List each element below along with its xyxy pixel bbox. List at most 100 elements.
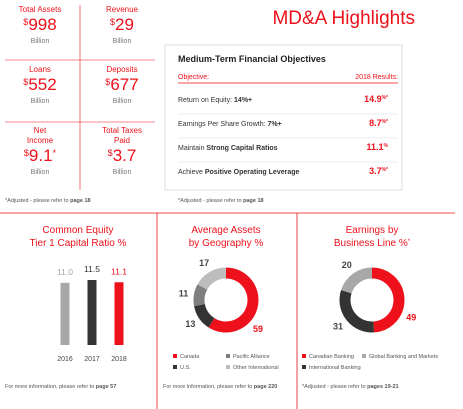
legend-swatch (302, 365, 306, 369)
donut-segment (339, 289, 375, 333)
text-part: 7%+ (268, 121, 282, 128)
metric-label: Paid (114, 136, 130, 145)
donut-segment (197, 267, 227, 290)
text-part: *Adjusted - please refer to (178, 198, 243, 204)
segment-label: 31 (333, 321, 343, 331)
metric-value: $552 (23, 75, 56, 94)
legend-label: International Banking (309, 365, 361, 371)
text-part: 14%+ (234, 97, 252, 104)
text-part: Earnings by (346, 225, 399, 236)
text-part: *Adjusted - please refer to (302, 384, 367, 390)
metric-value: $3.7 (108, 146, 137, 165)
text-part: % (384, 143, 389, 149)
text-part: * (408, 239, 411, 245)
legend-label: Other International (233, 365, 279, 371)
metric-unit: Billion (113, 98, 132, 105)
text-part: $ (23, 17, 28, 27)
legend-label: Pacific Alliance (233, 354, 270, 360)
legend-swatch (173, 365, 177, 369)
text-part: 8.7 (369, 118, 382, 128)
text-part: Return on Equity: (178, 97, 234, 104)
metric-value: $9.1* (24, 146, 57, 165)
metric-unit: Billion (31, 38, 50, 45)
donut-segment (193, 284, 208, 307)
text-part: $ (108, 148, 113, 158)
text-part: $ (110, 17, 115, 27)
metric-label: Deposits (106, 65, 137, 74)
metric-label: Net (34, 126, 47, 135)
text-part: 11.1 (367, 142, 384, 152)
metric-unit: Billion (31, 98, 50, 105)
legend-swatch (302, 354, 306, 358)
metric-value: $998 (23, 15, 56, 34)
donut-segment (194, 303, 215, 328)
text-part: %* (382, 95, 388, 101)
objective-result: 14.9%* (364, 94, 388, 104)
text-part: Strong Capital Ratios (206, 145, 277, 152)
panel-title: Business Line %* (334, 238, 411, 249)
text-part: Earnings Per Share Growth: (178, 121, 268, 128)
legend-label: Global Banking and Markets (369, 354, 438, 360)
bar-label: 11.5 (84, 264, 100, 274)
text-part: 3.7 (113, 146, 137, 165)
metric-value: $29 (110, 15, 134, 34)
text-part: 9.1 (29, 146, 53, 165)
metric-label: Total Taxes (102, 126, 142, 135)
text-part: page 18 (70, 198, 90, 204)
objectives-title: Medium-Term Financial Objectives (178, 54, 326, 64)
text-part: 29 (115, 15, 134, 34)
footnote: *Adjusted - please refer to pages 19-21 (302, 384, 399, 390)
text-part: $ (23, 77, 28, 87)
footnote: *Adjusted - please refer to page 18 (5, 198, 91, 204)
text-part: pages 19-21 (367, 384, 399, 390)
text-part: For more information, please refer to (5, 384, 96, 390)
panel-title: Average Assets (191, 225, 260, 236)
objective: Earnings Per Share Growth: 7%+ (178, 121, 282, 128)
segment-label: 20 (342, 260, 352, 270)
text-part: * (53, 148, 57, 158)
text-part: %* (382, 167, 388, 173)
page-title: MD&A Highlights (272, 8, 415, 29)
panel-title: Tier 1 Capital Ratio % (30, 238, 127, 249)
legend-label: U.S. (180, 365, 191, 371)
bar-label: 11.1 (111, 266, 127, 276)
text-part: For more information, please refer to (163, 384, 254, 390)
metric-unit: Billion (113, 169, 132, 176)
segment-label: 49 (406, 312, 416, 322)
legend-swatch (226, 354, 230, 358)
text-part: Common Equity (42, 225, 113, 236)
bar (87, 280, 97, 345)
text-part: by Geography % (189, 238, 264, 249)
donut-segment (371, 267, 405, 333)
objective: Achieve Positive Operating Leverage (178, 169, 300, 176)
text-part: page 220 (254, 384, 278, 390)
text-part: 3.7 (369, 166, 382, 176)
legend-swatch (226, 365, 230, 369)
text-part: %* (382, 119, 388, 125)
text-part: *Adjusted - please refer to (5, 198, 70, 204)
objective: Return on Equity: 14%+ (178, 97, 252, 104)
segment-label: 13 (185, 319, 195, 329)
metric-label: Loans (29, 65, 51, 74)
bar-label: 11.0 (57, 267, 73, 277)
footnote: For more information, please refer to pa… (163, 384, 277, 390)
legend-label: Canadian Banking (309, 354, 354, 360)
bar (114, 282, 124, 345)
text-part: Average Assets (191, 225, 260, 236)
metric-label: Total Assets (19, 5, 62, 14)
segment-label: 17 (199, 258, 209, 268)
footnote: *Adjusted - please refer to page 18 (178, 198, 264, 204)
text-part: Tier 1 Capital Ratio % (30, 238, 127, 249)
text-part: Positive Operating Leverage (205, 169, 300, 176)
donut-segment (341, 267, 373, 294)
bar (60, 282, 70, 345)
panel-title: by Geography % (189, 238, 264, 249)
objectives-box (164, 44, 403, 191)
metric-unit: Billion (113, 38, 132, 45)
year-label: 2017 (84, 356, 100, 363)
objective-result: 11.1% (367, 142, 389, 152)
metric-value: $677 (105, 75, 138, 94)
text-part: 14.9 (364, 94, 382, 104)
text-part: 677 (110, 75, 138, 94)
objective: Maintain Strong Capital Ratios (178, 145, 278, 152)
